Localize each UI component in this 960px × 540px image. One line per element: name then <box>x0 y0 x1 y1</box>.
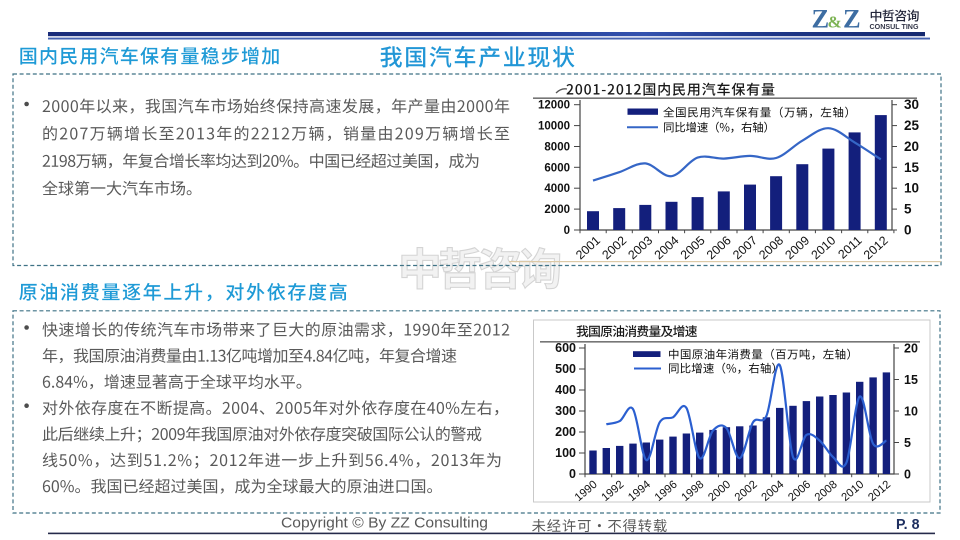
svg-text:600: 600 <box>555 341 576 355</box>
svg-text:6000: 6000 <box>544 162 570 174</box>
svg-text:8000: 8000 <box>544 142 570 154</box>
svg-text:12000: 12000 <box>538 100 570 112</box>
svg-text:200: 200 <box>555 425 576 439</box>
svg-text:400: 400 <box>555 383 576 397</box>
svg-text:0: 0 <box>569 467 576 481</box>
svg-text:Z: Z <box>812 4 830 34</box>
svg-text:&: & <box>828 12 842 31</box>
svg-text:20: 20 <box>904 139 919 154</box>
svg-text:25: 25 <box>904 118 920 133</box>
svg-text:P. 8: P. 8 <box>896 516 920 533</box>
svg-text:CONSUL TING: CONSUL TING <box>870 22 919 31</box>
svg-text:10: 10 <box>904 181 919 196</box>
svg-text:0: 0 <box>564 225 570 237</box>
svg-text:20: 20 <box>904 342 918 356</box>
svg-text:5: 5 <box>904 436 911 450</box>
svg-text:0: 0 <box>904 468 911 482</box>
svg-text:10000: 10000 <box>538 121 570 133</box>
svg-text:15: 15 <box>904 160 920 175</box>
svg-text:10: 10 <box>904 405 918 419</box>
svg-text:15: 15 <box>904 373 918 387</box>
svg-text:300: 300 <box>555 404 576 418</box>
svg-text:30: 30 <box>904 97 919 112</box>
svg-text:0: 0 <box>904 223 912 238</box>
svg-text:Z: Z <box>843 4 861 34</box>
svg-text:4000: 4000 <box>544 183 570 195</box>
svg-text:5: 5 <box>904 202 912 217</box>
svg-text:Copyright © By ZZ Consulting: Copyright © By ZZ Consulting <box>281 515 488 532</box>
svg-text:500: 500 <box>555 362 576 376</box>
svg-text:2000: 2000 <box>544 204 570 216</box>
svg-text:100: 100 <box>555 446 576 460</box>
